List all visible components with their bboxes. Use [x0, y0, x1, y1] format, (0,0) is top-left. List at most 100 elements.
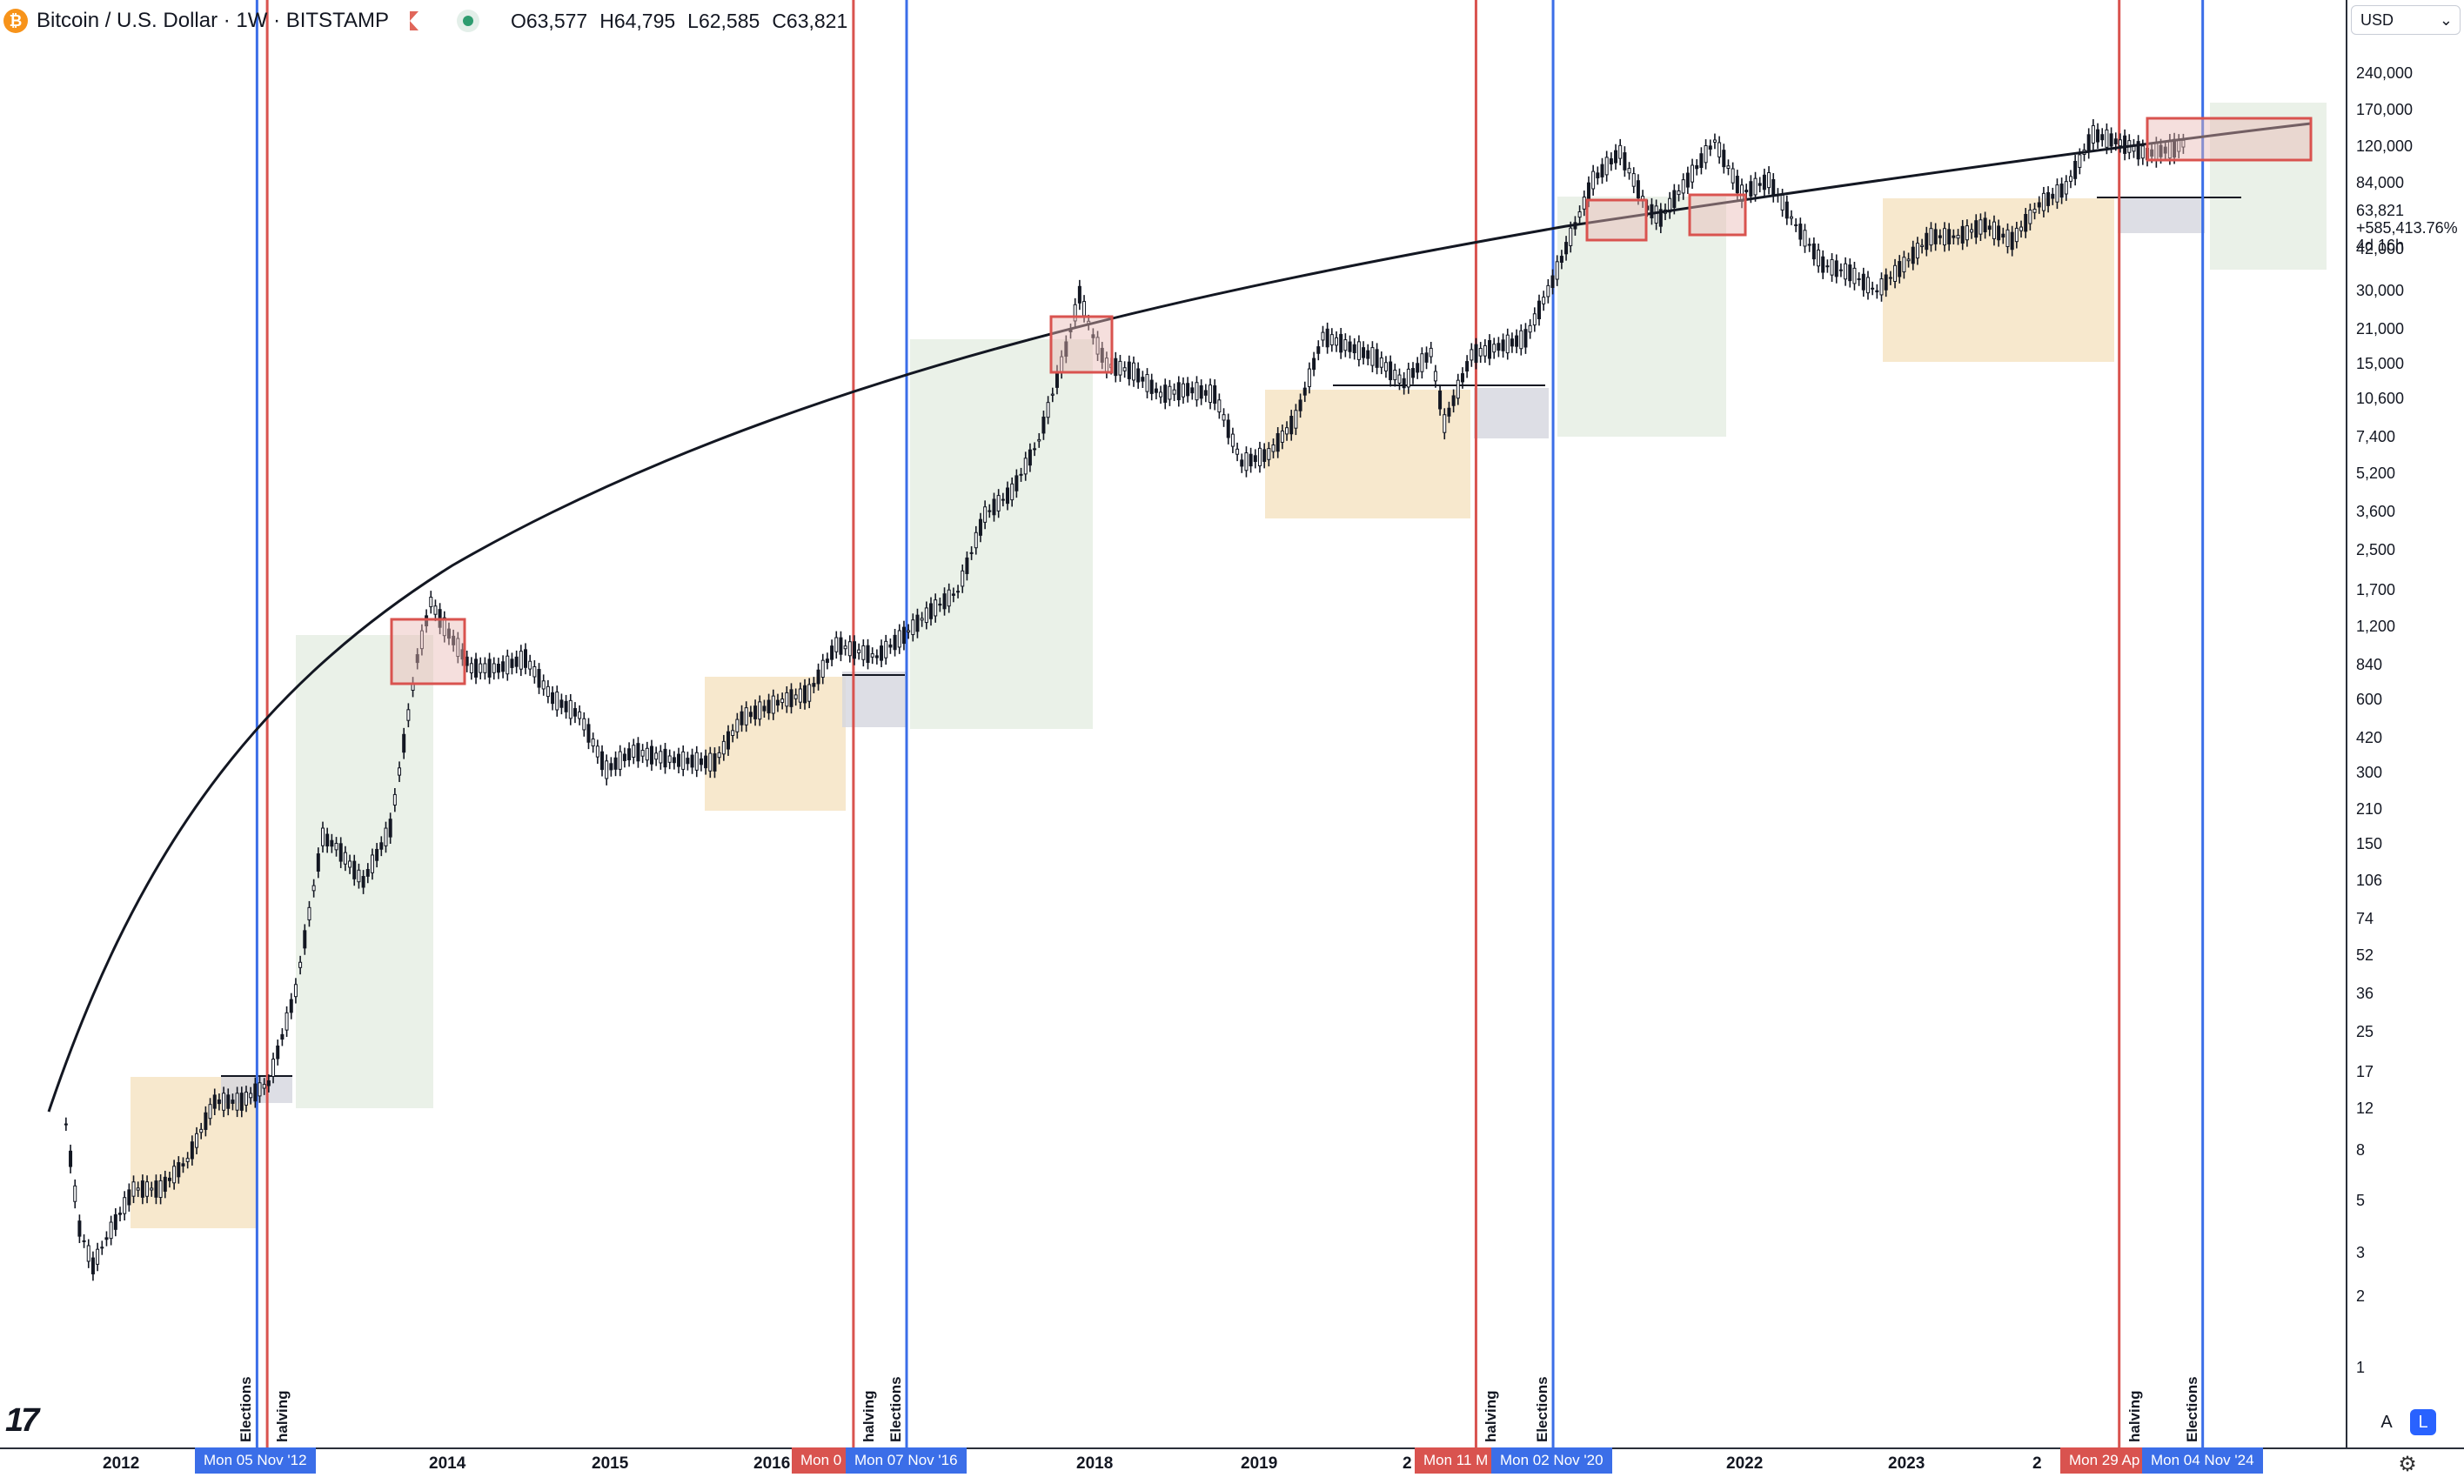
candle-body	[1276, 432, 1280, 452]
candle-body	[812, 683, 816, 687]
candle-body	[2019, 226, 2024, 231]
flag-icon[interactable]	[409, 11, 418, 30]
price-tick-label: 150	[2356, 835, 2383, 852]
candle-body	[663, 748, 667, 768]
candle-body	[1577, 211, 1582, 218]
candle-body	[721, 740, 726, 755]
candle-body	[2041, 192, 2046, 211]
candle-body	[694, 752, 699, 771]
tradingview-logo[interactable]: 17	[5, 1402, 39, 1439]
candle-body	[1564, 242, 1569, 255]
candle-body	[1095, 337, 1100, 355]
candle-body	[1848, 264, 1852, 282]
candle-body	[609, 763, 613, 771]
candle-body	[1356, 341, 1361, 360]
candle-body	[1834, 260, 1838, 277]
candle-body	[532, 665, 537, 678]
candle-body	[1767, 171, 1771, 189]
date-badge: Mon 04 Nov '24	[2142, 1447, 2263, 1474]
candle-body	[185, 1158, 190, 1162]
candle-body	[433, 605, 438, 615]
price-tick-label: 36	[2356, 985, 2374, 1002]
candle-body	[541, 680, 546, 690]
year-label: 2016	[753, 1454, 791, 1473]
candle-body	[748, 712, 753, 718]
candle-body	[469, 663, 473, 673]
candle-body	[528, 660, 532, 670]
candle-body	[249, 1093, 253, 1099]
candle-body	[1735, 176, 1739, 194]
price-chart[interactable]	[0, 0, 2346, 1447]
candle-body	[145, 1181, 150, 1197]
event-label: halving	[2126, 1390, 2143, 1442]
candle-body	[303, 930, 307, 949]
candle-body	[1199, 384, 1203, 399]
price-tick-label: 5	[2356, 1192, 2366, 1209]
candle-body	[2091, 124, 2095, 144]
candle-body	[1933, 229, 1938, 244]
candle-body	[311, 885, 316, 892]
candle-body	[1307, 368, 1311, 387]
symbol-title[interactable]: Bitcoin / U.S. Dollar · 1W · BITSTAMP	[37, 9, 389, 32]
candle-body	[559, 699, 564, 708]
pre-halving-zone	[842, 672, 907, 727]
candle-body	[1825, 265, 1830, 268]
candle-body	[1902, 257, 1906, 273]
candle-body	[1474, 344, 1478, 364]
price-tick-label: 8	[2356, 1141, 2366, 1159]
settings-gear-icon[interactable]: ⚙	[2398, 1452, 2417, 1476]
candle-body	[1591, 170, 1596, 190]
candle-body	[915, 614, 920, 632]
candle-body	[1302, 387, 1307, 396]
candle-body	[1370, 347, 1375, 366]
candle-body	[496, 664, 500, 673]
auto-scale-button[interactable]: A	[2380, 1412, 2393, 1432]
candle-body	[127, 1189, 131, 1206]
candle-body	[1033, 448, 1037, 451]
candle-body	[830, 645, 834, 660]
candle-body	[753, 705, 758, 719]
open-value: O63,577	[510, 9, 588, 32]
candle-body	[1433, 371, 1437, 382]
candle-body	[2159, 144, 2163, 157]
candle-body	[2046, 191, 2051, 206]
candle-body	[1181, 383, 1185, 398]
candle-body	[708, 752, 713, 772]
event-label: Elections	[2183, 1376, 2200, 1442]
candle-body	[370, 854, 374, 873]
price-scale[interactable]	[2346, 0, 2464, 1447]
candle-body	[974, 531, 978, 549]
candle-body	[1249, 453, 1253, 467]
candle-body	[452, 635, 456, 645]
log-scale-button[interactable]: L	[2410, 1409, 2436, 1435]
candle-body	[645, 747, 649, 761]
candle-body	[1803, 230, 1807, 247]
candle-body	[1438, 390, 1443, 410]
candle-body	[1685, 172, 1690, 188]
candle-body	[938, 603, 942, 606]
candle-body	[131, 1181, 136, 1197]
year-label: 2019	[1241, 1454, 1278, 1473]
candle-body	[852, 641, 856, 659]
candle-body	[239, 1093, 244, 1111]
candle-body	[276, 1045, 280, 1060]
candle-body	[1014, 475, 1019, 491]
candle-body	[1943, 228, 1946, 246]
time-scale[interactable]	[0, 1447, 2464, 1484]
candle-body	[69, 1150, 73, 1167]
last-price-label: 63,821	[2356, 202, 2405, 219]
candle-body	[961, 570, 965, 587]
candle-body	[1465, 361, 1470, 372]
year-label: 2014	[429, 1454, 466, 1473]
currency-select[interactable]: USD ⌄	[2351, 5, 2461, 35]
candle-body	[262, 1084, 266, 1089]
market-status-icon[interactable]	[456, 10, 479, 32]
symbol-legend[interactable]: ₿ Bitcoin / U.S. Dollar · 1W · BITSTAMP …	[3, 5, 847, 37]
bull-run-zone	[296, 635, 433, 1108]
candle-body	[456, 638, 460, 658]
candle-body	[1992, 221, 1996, 239]
candle-body	[1762, 174, 1766, 191]
chart-area[interactable]: ₿ Bitcoin / U.S. Dollar · 1W · BITSTAMP …	[0, 0, 2346, 1447]
candle-body	[1821, 256, 1825, 273]
accumulation-zone	[705, 677, 846, 811]
